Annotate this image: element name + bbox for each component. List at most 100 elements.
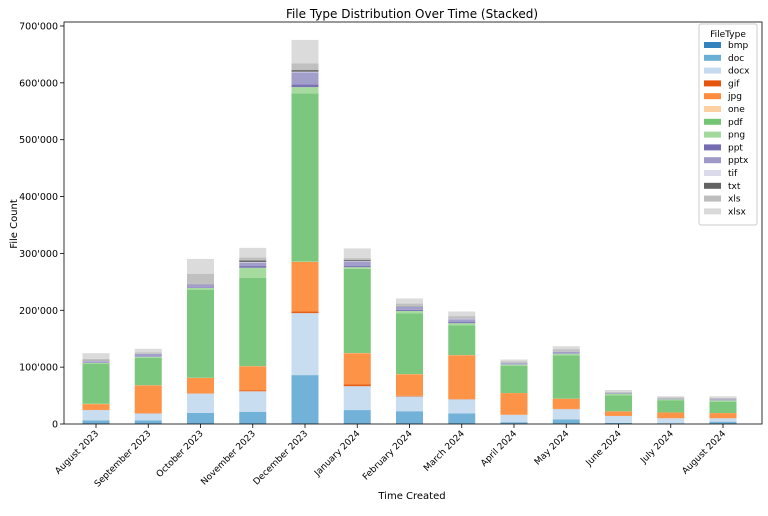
legend-label-xlsx: xlsx — [728, 207, 747, 217]
legend-label-docx: docx — [728, 67, 750, 77]
legend-swatch-ppt — [704, 144, 721, 150]
y-tick-label: 600'000 — [19, 78, 58, 89]
bar-segment-xlsx — [605, 390, 632, 392]
bar-segment-xls — [710, 398, 737, 399]
bar-segment-docx — [605, 416, 632, 423]
bar-segment-jpg — [187, 378, 214, 393]
bar-segment-pdf — [501, 366, 528, 393]
bar-segment-docx — [83, 410, 110, 420]
legend-label-bmp: bmp — [728, 41, 748, 51]
bar-segment-docx — [396, 396, 423, 411]
bar-segment-pdf — [292, 93, 319, 261]
bar-segment-docx — [135, 413, 162, 420]
bar-segment-png — [292, 87, 319, 93]
bar-segment-xls — [657, 397, 684, 398]
legend-swatch-pptx — [704, 157, 721, 163]
x-tick-label: August 2023 — [54, 429, 102, 477]
bars-layer — [83, 40, 737, 424]
bar-segment-pdf — [605, 395, 632, 411]
bar-segment-ppt — [396, 310, 423, 311]
bar-segment-pdf — [396, 313, 423, 374]
bar-segment-xlsx — [135, 349, 162, 352]
legend-label-tif: tif — [728, 169, 738, 179]
bar-segment-txt — [396, 306, 423, 307]
bar-segment-pptx — [135, 354, 162, 356]
bar-segment-pptx — [605, 393, 632, 394]
bar-segment-pdf — [710, 402, 737, 413]
bar-segment-xls — [448, 316, 475, 318]
bar-segment-png — [187, 288, 214, 290]
bar-segment-tif — [292, 72, 319, 73]
legend-label-one: one — [728, 105, 745, 115]
bar-segment-doc — [448, 413, 475, 423]
bar-segment-xlsx — [553, 346, 580, 349]
bar-segment-jpg — [448, 355, 475, 399]
bar-segment-gif — [344, 384, 371, 386]
bar-segment-pdf — [448, 325, 475, 355]
bar-segment-xlsx — [239, 248, 266, 258]
bar-segment-docx — [344, 386, 371, 410]
bar-segment-png — [501, 365, 528, 366]
bar-segment-jpg — [657, 413, 684, 419]
y-tick-label: 500'000 — [19, 135, 58, 146]
legend-title: FileType — [710, 30, 746, 40]
bar-segment-pdf — [344, 269, 371, 353]
bar-segment-ppt — [187, 287, 214, 288]
bar-segment-jpg — [396, 374, 423, 396]
bar-segment-gif — [292, 311, 319, 313]
bar-segment-xls — [135, 352, 162, 353]
legend-label-doc: doc — [728, 54, 744, 64]
legend-label-pptx: pptx — [728, 156, 749, 166]
x-tick-label: March 2024 — [422, 429, 467, 474]
bar-segment-ppt — [135, 356, 162, 357]
bar-segment-doc — [292, 375, 319, 423]
x-tick-label: November 2023 — [199, 429, 257, 487]
bar-segment-pdf — [135, 358, 162, 385]
bar-segment-xls — [501, 361, 528, 363]
legend-swatch-bmp — [704, 42, 721, 48]
bar-segment-xls — [396, 304, 423, 306]
legend: FileType bmpdocdocxgifjpgonepdfpngpptppt… — [699, 24, 757, 225]
bar-segment-doc — [396, 411, 423, 424]
y-tick-label: 400'000 — [19, 192, 58, 203]
bar-segment-xlsx — [710, 396, 737, 398]
y-tick-label: 100'000 — [19, 363, 58, 374]
bar-segment-xlsx — [501, 360, 528, 362]
bar-segment-txt — [292, 70, 319, 72]
y-tick-label: 700'000 — [19, 21, 58, 32]
legend-label-ppt: ppt — [728, 143, 743, 153]
bar-segment-jpg — [605, 411, 632, 416]
bar-segment-png — [83, 363, 110, 364]
x-tick-label: September 2023 — [93, 429, 153, 489]
bar-segment-pdf — [187, 290, 214, 378]
legend-swatch-pdf — [704, 119, 721, 125]
bar-segment-xlsx — [657, 396, 684, 397]
bar-segment-gif — [396, 396, 423, 397]
bar-segment-tif — [344, 261, 371, 262]
legend-swatch-tif — [704, 170, 721, 176]
x-tick-label: December 2023 — [252, 429, 310, 487]
bar-segment-xls — [344, 258, 371, 260]
bar-segment-ppt — [344, 266, 371, 267]
bar-segment-xls — [187, 274, 214, 284]
bar-segment-jpg — [710, 413, 737, 418]
bar-segment-pptx — [448, 319, 475, 322]
bar-segment-png — [605, 394, 632, 396]
bar-segment-tif — [396, 306, 423, 307]
bar-segment-xls — [292, 63, 319, 70]
bar-segment-png — [344, 267, 371, 269]
bar-segment-xls — [553, 349, 580, 351]
legend-swatch-docx — [704, 68, 721, 74]
bar-segment-tif — [239, 262, 266, 263]
bar-segment-jpg — [292, 262, 319, 311]
bar-segment-docx — [710, 418, 737, 421]
bar-segment-jpg — [239, 366, 266, 390]
bar-segment-png — [710, 401, 737, 402]
y-tick-label: 0 — [52, 420, 58, 431]
bar-segment-xlsx — [83, 353, 110, 359]
bar-segment-xls — [605, 392, 632, 393]
bar-segment-pptx — [83, 361, 110, 362]
bar-segment-txt — [344, 260, 371, 261]
